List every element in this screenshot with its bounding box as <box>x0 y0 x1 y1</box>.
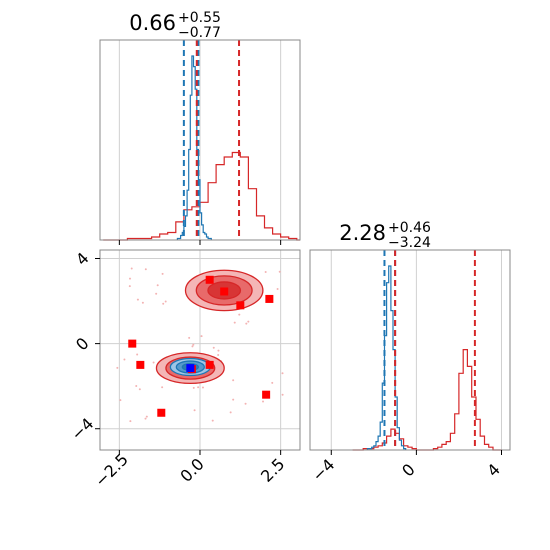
joint-2d-sample-dot <box>136 353 139 356</box>
joint-2d-sample-dot <box>233 321 236 324</box>
joint-2d-sample-dot <box>281 393 284 396</box>
joint-2d-sample-dot <box>197 386 200 389</box>
joint-2d-sample-dot <box>278 270 281 273</box>
joint-2d-sample-dot <box>217 354 220 357</box>
joint-2d-sample-dot <box>232 398 235 401</box>
joint-2d-sample-dot <box>229 411 232 414</box>
joint-2d-sample-dot <box>262 400 265 403</box>
joint-2d-sample-dot <box>238 313 241 316</box>
joint-2d-sample-dot <box>145 415 148 418</box>
joint-2d-sample-dot <box>245 322 248 325</box>
joint-2d-red-square-marker-8 <box>157 408 166 417</box>
joint-2d-sample-dot <box>138 388 141 391</box>
joint-2d-sample-dot <box>155 292 158 295</box>
joint-2d-sample-dot <box>144 268 147 271</box>
joint-2d-sample-dot <box>161 386 164 389</box>
joint-2d-sample-dot <box>119 399 122 402</box>
joint-2d-sample-dot <box>161 272 164 275</box>
joint-2d-sample-dot <box>192 343 195 346</box>
joint-2d-sample-dot <box>128 285 131 288</box>
hist-param2-title-plus: +0.46 <box>388 220 431 236</box>
hist-param1-panel <box>99 39 301 245</box>
joint-2d-sample-dot <box>164 300 167 303</box>
hist-param1-title-plus: +0.55 <box>178 10 221 26</box>
hist-param1-title-minus: −0.77 <box>178 25 221 41</box>
joint-2d-sample-dot <box>123 358 126 361</box>
joint-2d-sample-dot <box>129 420 132 423</box>
joint-2d-sample-dot <box>162 302 165 305</box>
joint-2d-sample-dot <box>264 271 267 274</box>
hist-param1-red-histogram <box>103 151 300 241</box>
joint-2d-sample-dot <box>191 345 194 348</box>
joint-2d-sample-dot <box>130 267 133 270</box>
joint-2d-red-square-marker-3 <box>265 294 274 303</box>
joint-2d-sample-dot <box>141 301 144 304</box>
joint-2d-sample-dot <box>116 366 119 369</box>
joint-2d-sample-dot <box>201 386 204 389</box>
joint-2d-sample-dot <box>156 284 159 287</box>
joint-2d-sample-dot <box>276 288 279 291</box>
joint-2d-sample-dot <box>247 320 250 323</box>
joint-2d-red-square-marker-2 <box>236 301 245 310</box>
joint-2d-sample-dot <box>244 402 247 405</box>
joint-2d-sample-dot <box>129 277 132 280</box>
joint-2d-sample-dot <box>271 381 274 384</box>
joint-2d-sample-dot <box>192 386 195 389</box>
joint-2d-red-square-marker-1 <box>220 287 229 296</box>
joint-2d-red-square-marker-0 <box>205 275 214 284</box>
joint-2d-sample-dot <box>281 372 284 375</box>
joint-2d-sample-dot <box>144 417 147 420</box>
joint-2d-sample-dot <box>188 336 191 339</box>
joint-2d-sample-dot <box>152 361 155 364</box>
hist-param2-red-histogram <box>352 349 502 451</box>
joint-2d-sample-dot <box>200 335 203 338</box>
joint-2d-sample-dot <box>217 349 220 352</box>
hist-param1-title-value: 0.66 <box>129 11 176 35</box>
joint-2d-red-square-marker-5 <box>136 360 145 369</box>
joint-2d-sample-dot <box>211 419 214 422</box>
hist-param2-title-value: 2.28 <box>339 221 386 245</box>
joint-2d-sample-dot <box>193 409 196 412</box>
joint-2d-sample-dot <box>212 346 215 349</box>
hist-param2-frame <box>309 249 511 451</box>
joint-2d-red-square-marker-7 <box>262 390 271 399</box>
joint-2d-sample-dot <box>135 385 138 388</box>
joint-2d-sample-dot <box>136 298 139 301</box>
hist-param2-blue-histogram <box>366 265 407 450</box>
joint-2d-red-square-marker-6 <box>205 360 214 369</box>
hist-param2-title-minus: −3.24 <box>388 235 431 251</box>
joint-2d-red-square-marker-4 <box>128 339 137 348</box>
joint-2d-blue-square-marker <box>186 364 195 373</box>
joint-2d-sample-dot <box>232 379 235 382</box>
